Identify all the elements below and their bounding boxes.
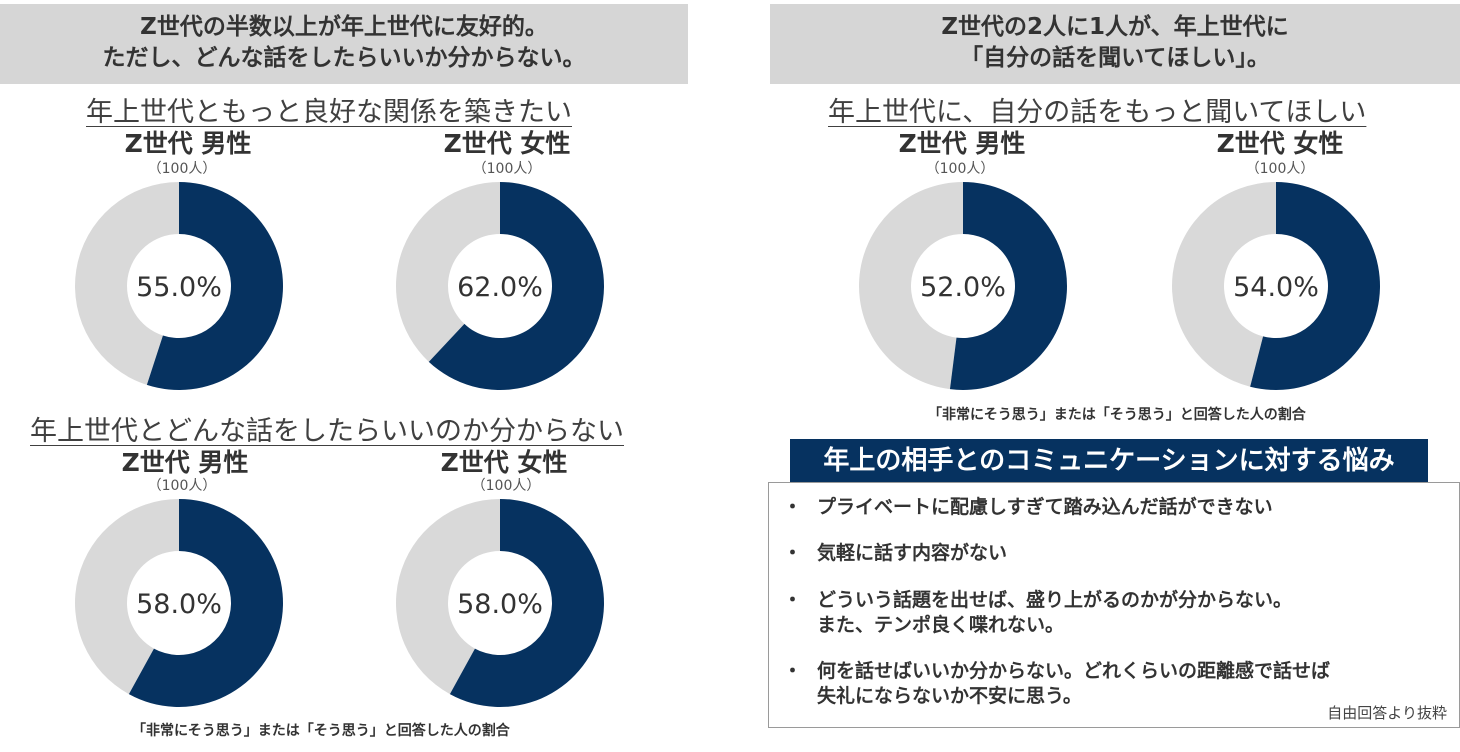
chart-6-count: （100人）	[1245, 161, 1315, 177]
chart-4-group: Z世代 女性	[440, 448, 568, 477]
donut-remainder-slice	[74, 182, 179, 385]
donut-chart-3: 58.0%	[73, 497, 285, 713]
donut-value-slice	[949, 182, 1067, 390]
concern-2-line-1: 気軽に話す内容がない	[817, 542, 1008, 564]
donut-value-slice	[449, 499, 604, 707]
chart-5-group: Z世代 男性	[898, 129, 1026, 158]
donut-chart-5: 52.0%	[857, 180, 1069, 396]
donut-svg: 55.0%	[74, 182, 283, 390]
bullet: ・	[783, 660, 803, 682]
concern-1-line-1: プライベートに配慮しすぎて踏み込んだ話ができない	[817, 496, 1273, 518]
donut-remainder-slice	[395, 182, 500, 362]
section-title-topics: 年上世代とどんな話をしたらいいのか分からない	[30, 416, 624, 447]
chart-1-group: Z世代 男性	[124, 129, 252, 158]
section-title-listen: 年上世代に、自分の話をもっと聞いてほしい	[828, 97, 1367, 128]
donut-value-slice	[146, 182, 283, 390]
chart-2-count: （100人）	[472, 161, 542, 177]
concern-3-line-2: また、テンポ良く喋れない。	[817, 614, 1065, 636]
donut-svg: 58.0%	[395, 499, 604, 707]
donut-chart-2: 62.0%	[394, 180, 606, 396]
donut-value-slice	[128, 499, 283, 707]
section-title-relationship: 年上世代ともっと良好な関係を築きたい	[86, 97, 572, 128]
donut-remainder-slice	[1171, 182, 1276, 387]
chart-1-count: （100人）	[147, 161, 217, 177]
donut-value-label: 62.0%	[457, 272, 543, 303]
donut-svg: 62.0%	[395, 182, 604, 390]
donut-value-slice	[1250, 182, 1380, 390]
donut-svg: 52.0%	[858, 182, 1067, 390]
donut-value-slice	[428, 182, 604, 390]
concern-4-line-2: 失礼にならないか不安に思う。	[817, 685, 1082, 707]
bullet: ・	[783, 542, 803, 564]
footnote: 自由回答より抜粋	[1327, 704, 1447, 722]
right-header: Z世代の2人に1人が、年上世代に 「自分の話を聞いてほしい」。	[770, 4, 1460, 84]
concerns-box: ・ プライベートに配慮しすぎて踏み込んだ話ができない ・ 気軽に話す内容がない …	[768, 482, 1460, 728]
right-answer-note: 「非常にそう思う」または「そう思う」と回答した人の割合	[928, 407, 1306, 423]
left-header-line-1: Z世代の半数以上が年上世代に友好的。	[140, 14, 548, 40]
right-header-line-1: Z世代の2人に1人が、年上世代に	[941, 14, 1289, 40]
chart-2-group: Z世代 女性	[443, 129, 571, 158]
donut-chart-1: 55.0%	[73, 180, 285, 396]
bullet: ・	[783, 589, 803, 611]
donut-remainder-slice	[858, 182, 963, 390]
donut-svg: 54.0%	[1171, 182, 1380, 390]
concern-3-line-1: どういう話題を出せば、盛り上がるのかが分からない。	[817, 589, 1293, 611]
donut-value-label: 58.0%	[136, 589, 222, 620]
donut-chart-4: 58.0%	[394, 497, 606, 713]
left-header-line-2: ただし、どんな話をしたらいいか分からない。	[102, 45, 586, 71]
donut-value-label: 58.0%	[457, 589, 543, 620]
donut-value-label: 52.0%	[920, 272, 1006, 303]
chart-3-group: Z世代 男性	[121, 448, 249, 477]
donut-svg: 58.0%	[74, 499, 283, 707]
left-answer-note: 「非常にそう思う」または「そう思う」と回答した人の割合	[132, 723, 510, 739]
donut-value-label: 54.0%	[1233, 272, 1319, 303]
donut-chart-6: 54.0%	[1170, 180, 1382, 396]
donut-remainder-slice	[74, 499, 179, 695]
bullet: ・	[783, 496, 803, 518]
chart-3-count: （100人）	[147, 478, 217, 494]
donut-value-label: 55.0%	[136, 272, 222, 303]
concerns-title: 年上の相手とのコミュニケーションに対する悩み	[790, 439, 1428, 483]
left-header: Z世代の半数以上が年上世代に友好的。 ただし、どんな話をしたらいいか分からない。	[0, 4, 688, 84]
chart-4-count: （100人）	[471, 478, 541, 494]
donut-remainder-slice	[395, 499, 500, 695]
chart-5-count: （100人）	[925, 161, 995, 177]
right-header-line-2: 「自分の話を聞いてほしい」。	[960, 45, 1270, 71]
chart-6-group: Z世代 女性	[1216, 129, 1344, 158]
concern-4-line-1: 何を話せばいいか分からない。どれくらいの距離感で話せば	[817, 660, 1331, 682]
